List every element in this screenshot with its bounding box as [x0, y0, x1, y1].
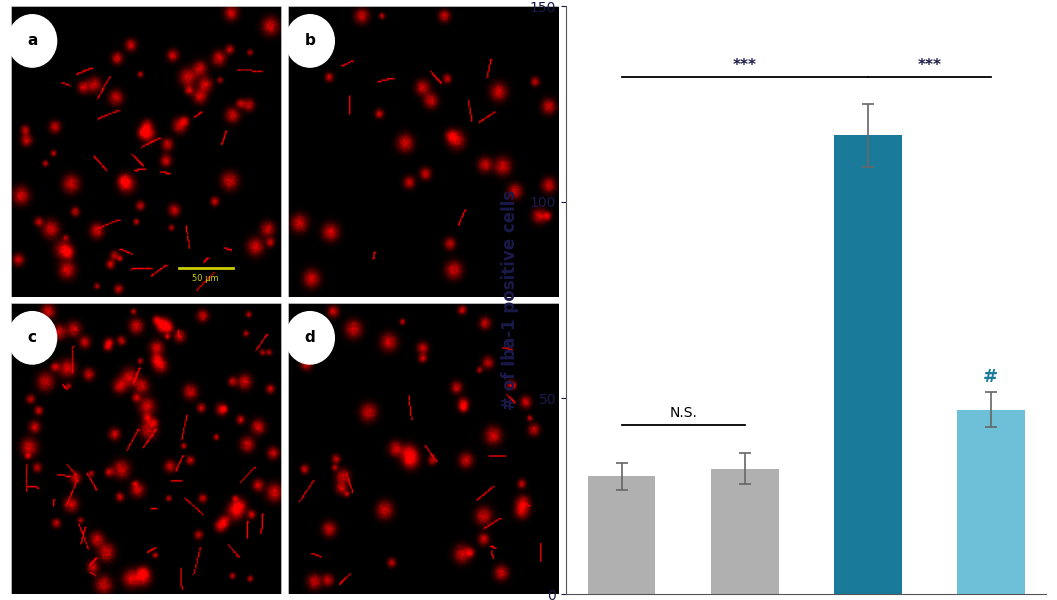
Text: ***: ***	[733, 58, 757, 73]
Text: N.S.: N.S.	[669, 406, 698, 419]
Bar	[834, 136, 902, 594]
Text: d: d	[304, 331, 315, 346]
Circle shape	[7, 311, 57, 364]
Text: c: c	[27, 331, 37, 346]
Bar	[711, 469, 779, 594]
Text: a: a	[27, 34, 37, 49]
Bar	[588, 476, 655, 594]
Text: #: #	[983, 368, 998, 386]
Bar	[957, 410, 1024, 594]
Text: ***: ***	[917, 58, 941, 73]
Circle shape	[285, 311, 334, 364]
Text: b: b	[304, 34, 315, 49]
Circle shape	[7, 15, 57, 67]
Circle shape	[285, 15, 334, 67]
Text: 50 μm: 50 μm	[192, 274, 219, 283]
Y-axis label: # of Iba-1 positive cells: # of Iba-1 positive cells	[501, 190, 519, 410]
